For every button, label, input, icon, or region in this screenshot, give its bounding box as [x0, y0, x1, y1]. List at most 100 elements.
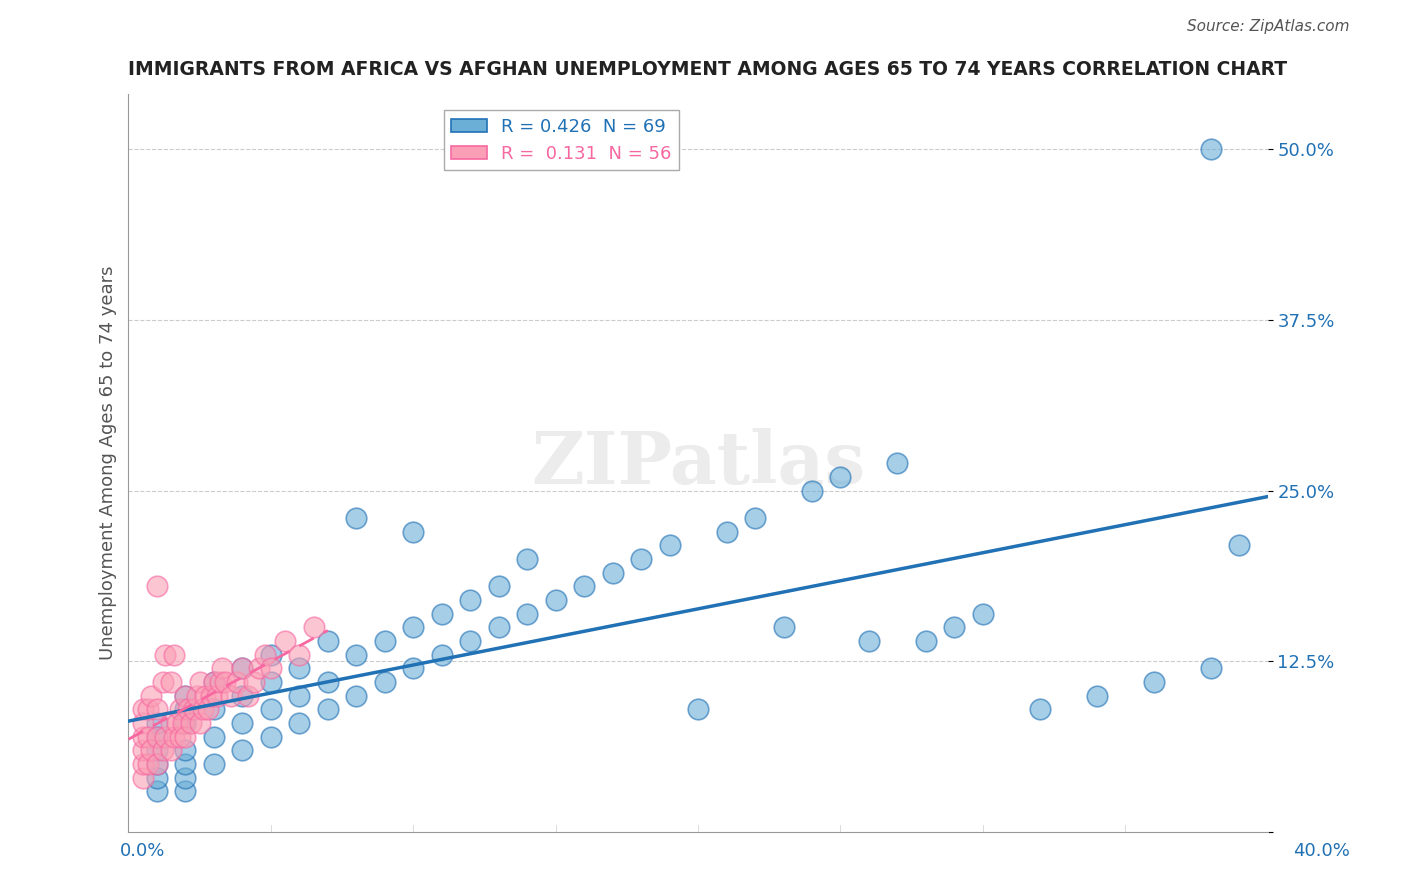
Point [202, 757, 225, 772]
Point [174, 771, 197, 785]
Point [602, 566, 624, 580]
Point [174, 757, 197, 772]
Point [132, 702, 155, 716]
Point [374, 675, 396, 690]
Point [316, 634, 339, 648]
Point [858, 634, 880, 648]
Point [188, 716, 211, 731]
Point [219, 689, 242, 703]
Point [260, 675, 283, 690]
Point [225, 675, 247, 690]
Point [174, 689, 197, 703]
Text: ZIPatlas: ZIPatlas [531, 428, 865, 499]
Point [430, 607, 453, 621]
Point [288, 661, 311, 675]
Point [1143, 675, 1166, 690]
Point [188, 675, 211, 690]
Point [231, 689, 253, 703]
Point [572, 579, 595, 593]
Point [146, 743, 169, 757]
Point [254, 648, 277, 662]
Point [174, 784, 197, 798]
Point [274, 634, 297, 648]
Point [242, 675, 264, 690]
Point [544, 593, 567, 607]
Point [260, 648, 283, 662]
Point [1085, 689, 1108, 703]
Point [202, 675, 225, 690]
Point [488, 579, 510, 593]
Point [155, 648, 177, 662]
Point [146, 579, 169, 593]
Point [288, 716, 311, 731]
Point [160, 743, 183, 757]
Point [488, 620, 510, 634]
Point [146, 757, 169, 772]
Point [160, 675, 183, 690]
Point [160, 716, 183, 731]
Point [163, 648, 186, 662]
Point [231, 661, 253, 675]
Point [1199, 661, 1222, 675]
Point [166, 716, 188, 731]
Y-axis label: Unemployment Among Ages 65 to 74 years: Unemployment Among Ages 65 to 74 years [100, 266, 117, 660]
Text: Source: ZipAtlas.com: Source: ZipAtlas.com [1187, 20, 1350, 34]
Point [344, 689, 367, 703]
Point [146, 757, 169, 772]
Point [132, 730, 155, 744]
Point [152, 743, 174, 757]
Point [174, 702, 197, 716]
Point [155, 730, 177, 744]
Point [202, 730, 225, 744]
Point [402, 620, 425, 634]
Point [288, 689, 311, 703]
Point [236, 689, 259, 703]
Point [132, 743, 155, 757]
Point [288, 648, 311, 662]
Point [402, 524, 425, 539]
Point [208, 675, 231, 690]
Point [180, 716, 202, 731]
Point [169, 730, 191, 744]
Point [183, 702, 205, 716]
Point [132, 716, 155, 731]
Point [194, 689, 217, 703]
Point [186, 689, 208, 703]
Point [630, 552, 652, 566]
Point [516, 552, 538, 566]
Point [197, 702, 219, 716]
Point [231, 716, 253, 731]
Point [174, 716, 197, 731]
Legend: R = 0.426  N = 69, R =  0.131  N = 56: R = 0.426 N = 69, R = 0.131 N = 56 [444, 111, 679, 170]
Point [141, 743, 163, 757]
Point [231, 743, 253, 757]
Point [801, 483, 824, 498]
Point [202, 702, 225, 716]
Point [302, 620, 325, 634]
Point [886, 456, 908, 470]
Point [516, 607, 538, 621]
Point [402, 661, 425, 675]
Point [1227, 538, 1250, 552]
Point [174, 743, 197, 757]
Point [458, 634, 481, 648]
Point [260, 730, 283, 744]
Point [716, 524, 738, 539]
Point [172, 716, 194, 731]
Point [249, 661, 271, 675]
Point [214, 675, 236, 690]
Point [316, 675, 339, 690]
Point [658, 538, 681, 552]
Point [191, 702, 214, 716]
Point [344, 648, 367, 662]
Point [132, 757, 155, 772]
Point [686, 702, 709, 716]
Point [211, 661, 233, 675]
Point [972, 607, 994, 621]
Point [316, 702, 339, 716]
Point [231, 661, 253, 675]
Point [200, 689, 222, 703]
Point [430, 648, 453, 662]
Point [152, 675, 174, 690]
Point [260, 661, 283, 675]
